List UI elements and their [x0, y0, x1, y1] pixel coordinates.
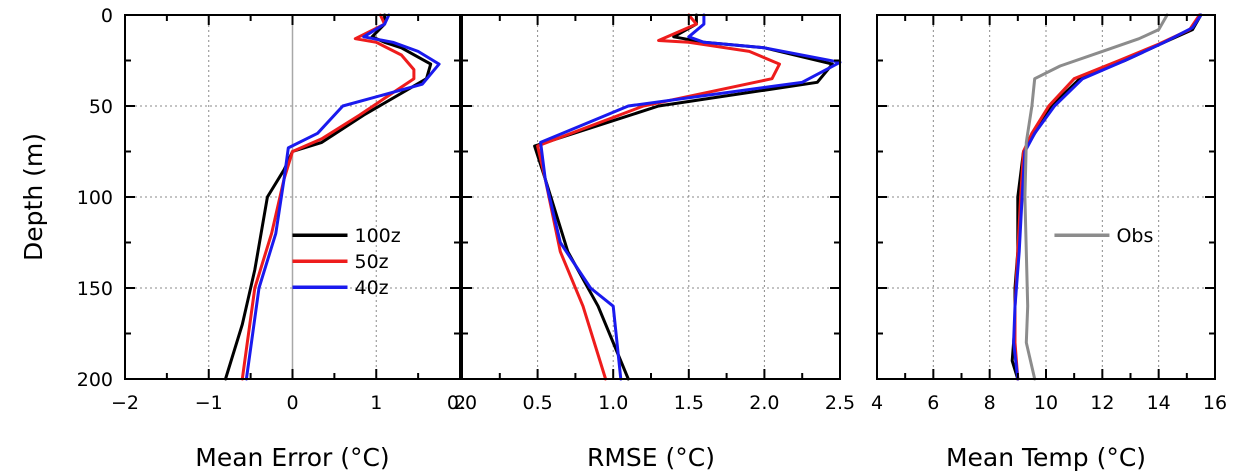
x-tick-label: 1.0	[598, 392, 628, 414]
series-line-50z	[536, 13, 781, 381]
x-tick-label: 4	[871, 392, 883, 414]
legend-label: 40z	[355, 277, 389, 299]
y-tick-label: 50	[89, 96, 113, 118]
series-line-40z	[539, 13, 842, 381]
x-tick-label: −2	[111, 392, 139, 414]
x-axis-title: Mean Error (°C)	[195, 443, 389, 472]
x-tick-label: 14	[1147, 392, 1171, 414]
x-tick-label: 1	[370, 392, 382, 414]
x-axis-title: Mean Temp (°C)	[946, 443, 1146, 472]
x-tick-label: 0.5	[522, 392, 552, 414]
x-tick-label: 1.5	[674, 392, 704, 414]
legend-label: Obs	[1116, 225, 1153, 247]
series-line-40z	[244, 13, 441, 381]
x-tick-label: 12	[1090, 392, 1114, 414]
x-tick-label: 16	[1203, 392, 1227, 414]
y-tick-label: 100	[77, 187, 113, 209]
x-axis-title: RMSE (°C)	[587, 443, 715, 472]
x-tick-label: 6	[927, 392, 939, 414]
series-line-50z	[240, 13, 416, 381]
y-tick-label: 0	[101, 5, 113, 27]
x-tick-label: 2.5	[825, 392, 855, 414]
x-tick-label: 0.0	[447, 392, 477, 414]
legend-label: 100z	[355, 225, 401, 247]
x-tick-label: 2	[454, 392, 466, 414]
legend-label: 50z	[355, 251, 389, 273]
y-axis-title: Depth (m)	[19, 133, 48, 261]
x-tick-label: 0	[286, 392, 298, 414]
series-line-40z	[1012, 13, 1203, 381]
y-tick-label: 200	[77, 369, 113, 391]
x-tick-label: 2.0	[749, 392, 779, 414]
x-tick-label: −1	[195, 392, 223, 414]
x-tick-label: 8	[984, 392, 996, 414]
y-tick-label: 150	[77, 278, 113, 300]
x-tick-label: 10	[1034, 392, 1058, 414]
series-line-obs	[1023, 13, 1169, 381]
